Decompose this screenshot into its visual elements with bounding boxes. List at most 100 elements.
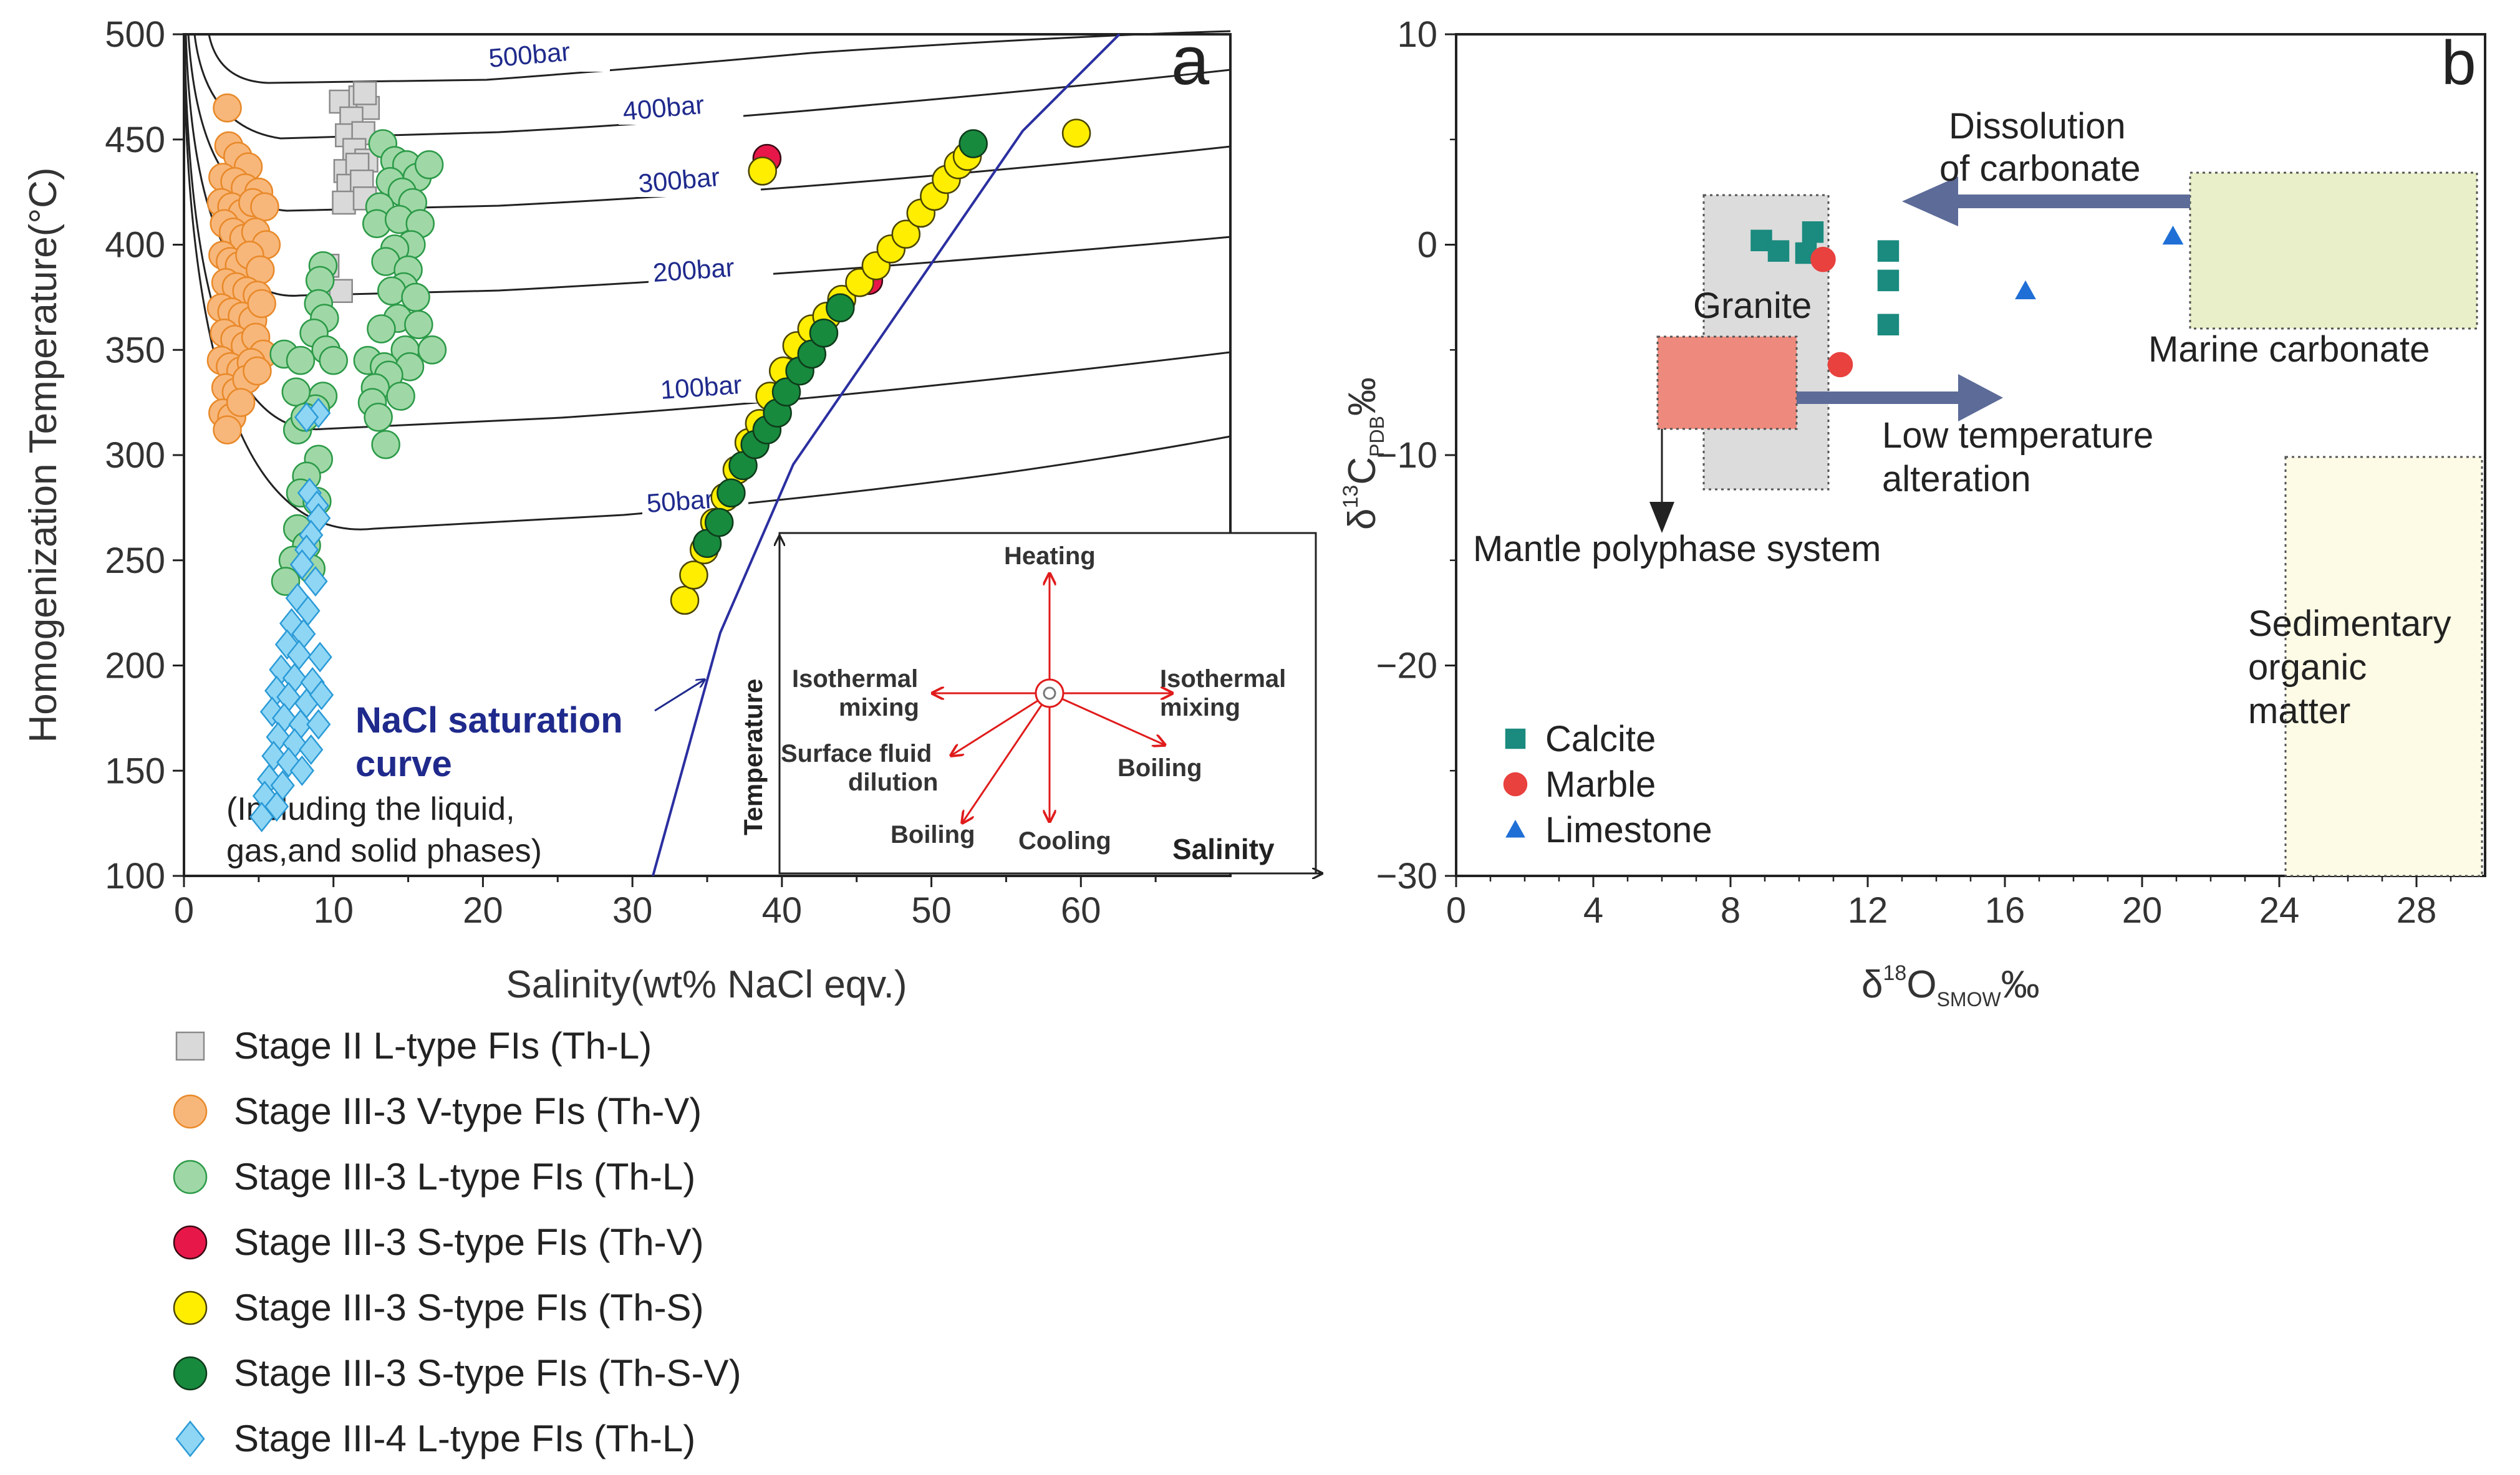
series-marble [1810,246,1853,378]
x-tick-label: 20 [463,890,503,931]
panel-a-ylabel: Homogenization Temperature(°C) [22,167,65,742]
data-point [307,641,332,673]
legend-label: Stage III-3 V-type FIs (Th-V) [234,1090,702,1132]
panel-a-label: a [1171,22,1210,99]
x-tick-label: 28 [2397,890,2437,931]
x-tick-label: 0 [1446,890,1466,931]
data-point [271,567,301,596]
legend-marker [1505,728,1526,749]
legend-label: Stage III-4 L-type FIs (Th-L) [234,1418,695,1459]
legend-marker [173,1094,208,1129]
data-point [281,377,311,406]
legend-label: Stage III-3 L-type FIs (Th-L) [234,1156,695,1198]
field-sedimentary-organic [2284,456,2483,877]
inset-boiling-right: Boiling [1118,754,1202,782]
data-point [332,190,356,215]
inset-surface-1: Surface fluid [781,740,932,767]
data-point [386,382,415,411]
data-point [1877,269,1900,292]
data-point [294,401,319,433]
y-tick-label: 0 [1417,225,1437,266]
inset-xlabel: Salinity [1172,833,1275,865]
data-point [249,801,274,833]
data-point [319,345,348,375]
data-point [414,150,444,180]
data-point [670,585,700,615]
label-dissolution-2: of carbonate [1939,148,2140,189]
arrow-dissolution [1902,176,2190,226]
data-point [306,709,331,740]
inset-surface-2: dilution [848,769,938,796]
isobar-500 [208,30,1231,84]
x-tick-label: 50 [911,890,952,931]
data-point [213,415,242,444]
y-tick-label: 400 [105,225,165,266]
y-tick-label: −10 [1376,435,1437,476]
x-tick-label: 16 [1985,890,2025,931]
data-point [352,81,377,105]
data-point [717,478,746,507]
data-point [1877,240,1900,262]
y-tick-label: 10 [1397,14,1437,55]
data-point [771,377,801,406]
series-3 [269,129,447,596]
panel-b-ylabel: δ13CPDB‰ [1339,377,1388,530]
inset-iso-right-2: mixing [1160,694,1240,721]
y-tick-label: −30 [1376,856,1437,896]
inset-cooling: Cooling [1018,827,1111,855]
legend-marker [173,1225,208,1260]
series-7 [249,397,334,833]
y-tick-label: 300 [105,435,165,476]
isobar-label-300: 300bar [637,162,721,198]
data-point [309,680,334,711]
legend-label: Limestone [1545,810,1712,850]
nacl-saturation-curve [652,33,1121,877]
data-point [377,276,407,305]
panel-b-data [1750,221,2184,378]
legend-label: Marble [1545,764,1656,805]
series-limestone [2015,225,2184,300]
saturation-title-1: NaCl saturation [355,700,623,741]
isobar-label-400: 400bar [622,90,705,126]
arrow-mantle [1649,429,1674,533]
legend-marker [175,1031,205,1061]
label-dissolution-1: Dissolution [1949,106,2126,147]
data-point [226,388,256,417]
label-mantle: Mantle polyphase system [1473,529,1881,569]
panel-a-axes: 0 10 20 30 40 50 60 100 150 200 250 300 350 400 450 500 [105,14,1157,931]
legend-marker [175,1420,205,1458]
panel-b-label: b [2441,28,2476,98]
legend-marker [1505,819,1525,838]
data-point [404,310,433,339]
panel-a-data [206,81,1091,833]
data-point [1061,118,1091,148]
data-point [371,430,400,459]
inset-ylabel: Temperature [738,679,768,835]
panel-a: 500bar 400bar 300bar 200bar 100bar 50bar… [22,14,1322,1459]
legend-label: Stage II L-type FIs (Th-L) [234,1025,652,1067]
y-tick-label: 350 [105,330,165,370]
data-point [1877,314,1900,335]
legend-marker [1503,772,1528,797]
data-point [1827,352,1853,378]
data-point [809,319,839,348]
data-point [2162,225,2184,245]
panel-a-xlabel: Salinity(wt% NaCl eqv.) [506,963,907,1006]
data-point [826,293,855,322]
isobar-label-500: 500bar [488,37,571,73]
data-point [364,403,393,432]
data-point [243,356,272,386]
panel-b-axes: 0 4 8 12 16 20 24 28 10 0 −10 −20 −30 [1376,14,2452,931]
data-point [2015,280,2036,300]
x-tick-label: 12 [1848,890,1888,931]
series-6 [692,129,988,558]
x-tick-label: 8 [1721,890,1740,931]
panel-b-xlabel: δ18OSMOW‰ [1861,961,2040,1011]
legend-label: Calcite [1545,719,1656,759]
data-point [1802,221,1824,243]
legend-marker [173,1290,208,1325]
x-tick-label: 40 [762,890,803,931]
data-point [247,289,276,319]
label-sedimentary-3: matter [2248,691,2350,731]
data-point [289,549,314,580]
